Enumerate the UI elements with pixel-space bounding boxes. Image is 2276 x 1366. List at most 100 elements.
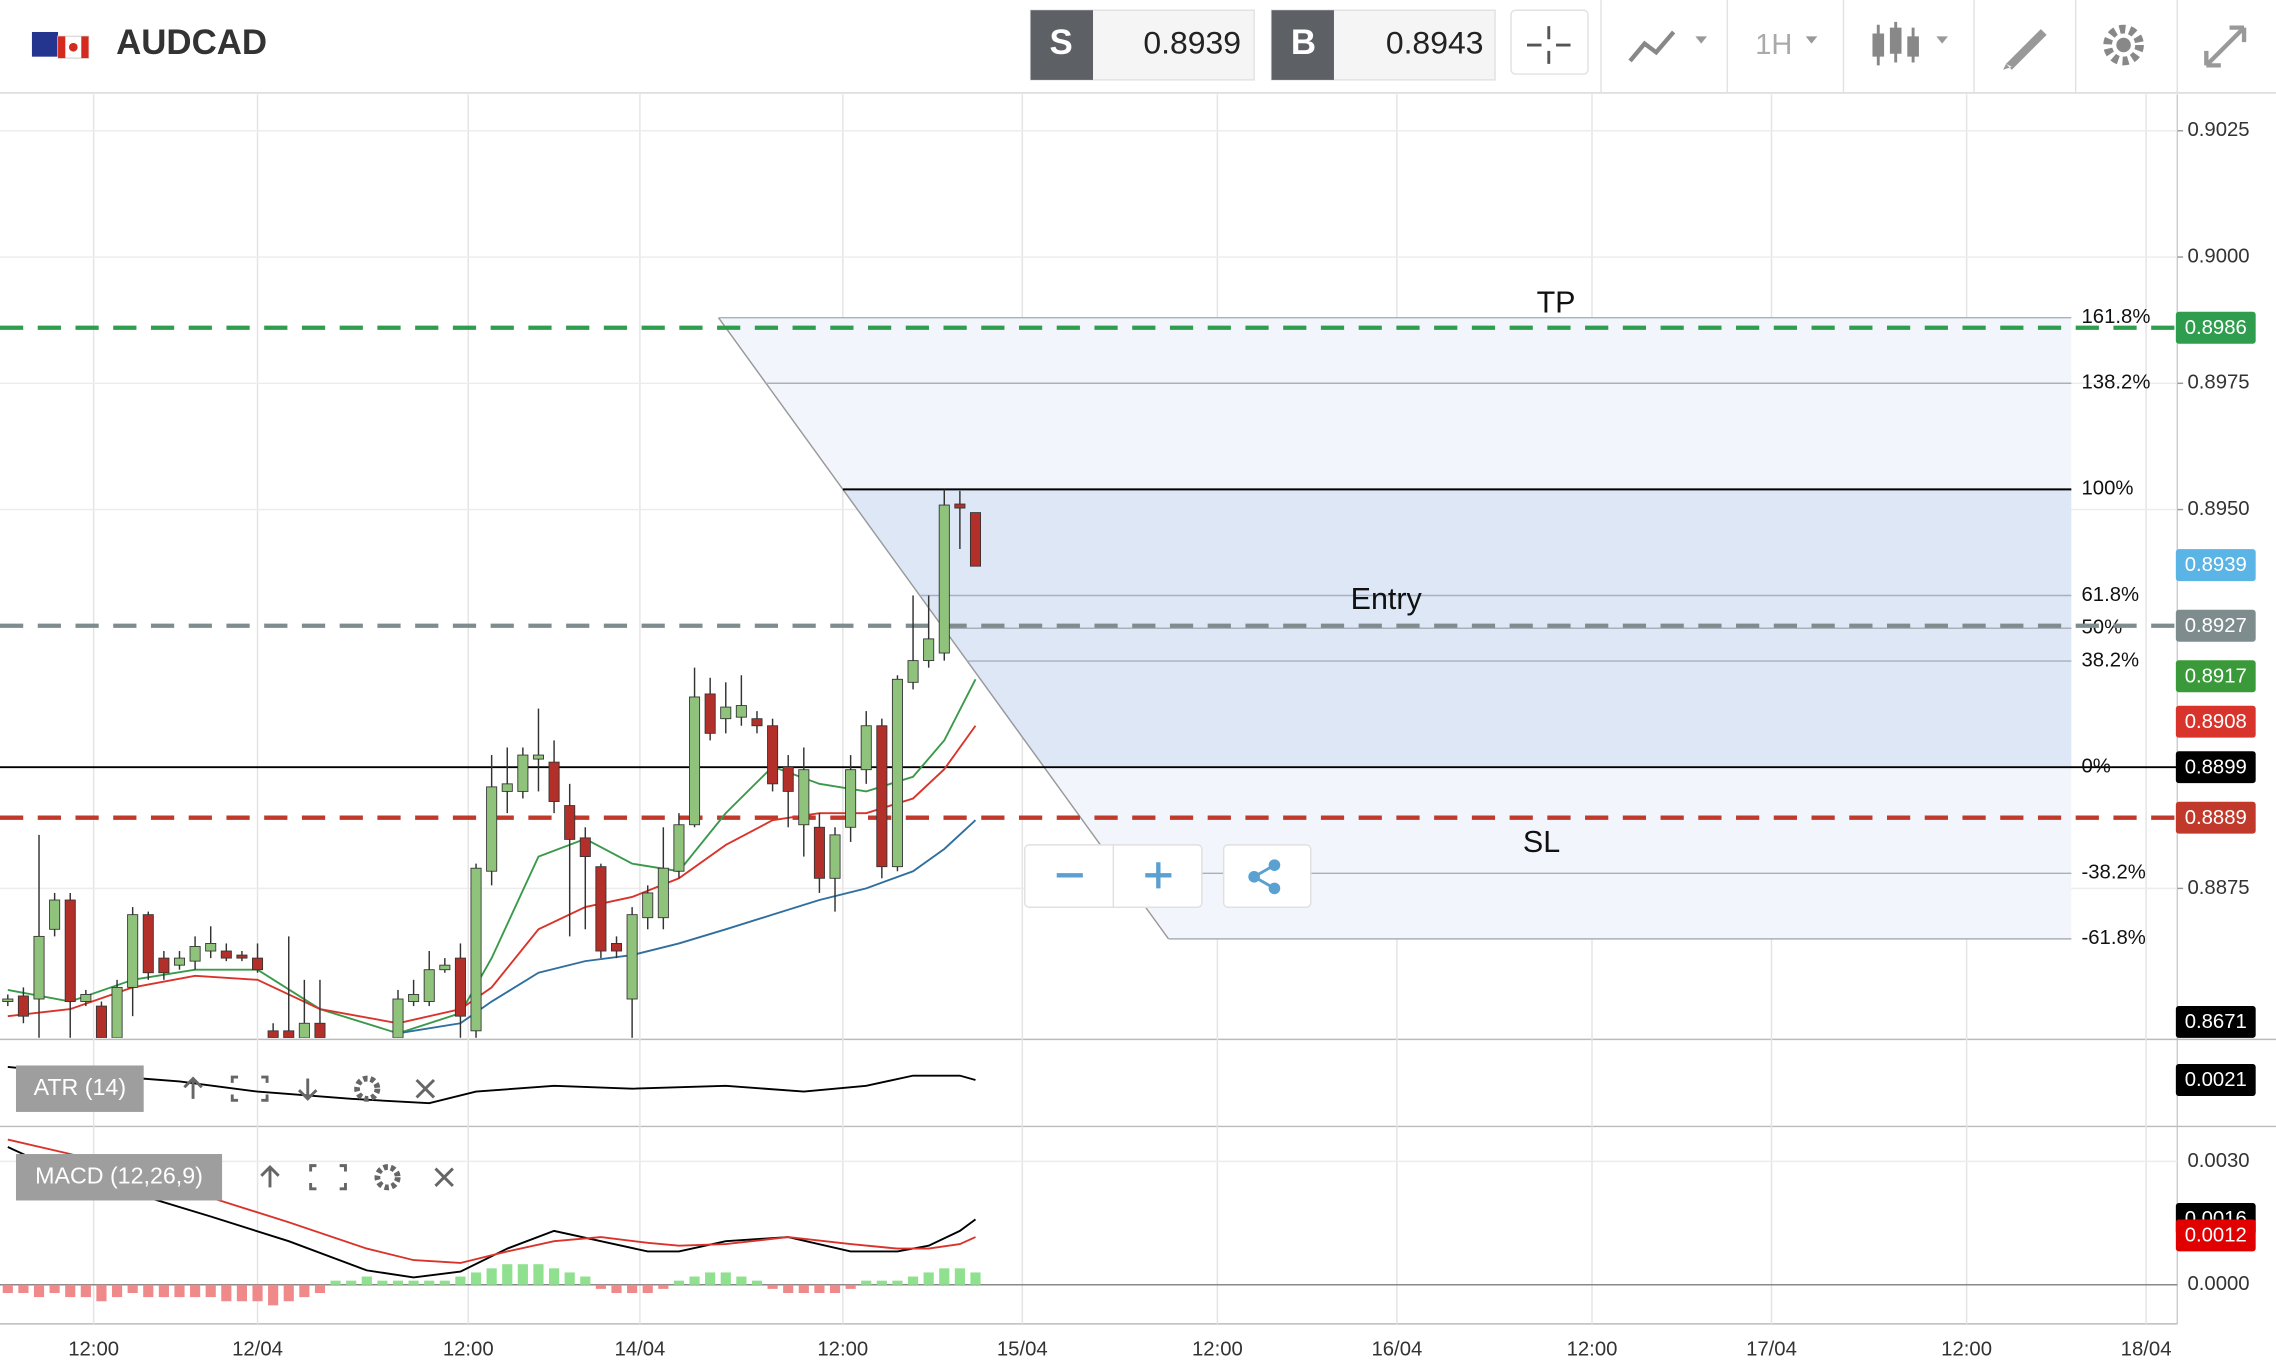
- draw-icon[interactable]: [2003, 29, 2047, 70]
- atr-title: ATR (14): [34, 1074, 126, 1100]
- histogram-bar: [517, 1264, 528, 1285]
- histogram-bar: [174, 1284, 185, 1298]
- expand-icon[interactable]: [2204, 25, 2247, 68]
- sell-badge: [1030, 10, 1094, 80]
- histogram-bar: [627, 1284, 638, 1294]
- histogram-bar: [252, 1284, 263, 1302]
- price-tag: [2175, 801, 2256, 834]
- indicator-line: [397, 819, 977, 1035]
- price-tag-label: 0.8939: [2185, 554, 2247, 576]
- x-tick-label: 12:00: [68, 1338, 119, 1360]
- histogram-bar: [814, 1284, 825, 1294]
- y-tick-label: 0.9025: [2187, 119, 2249, 141]
- flag-au: [31, 31, 59, 57]
- histogram-bar: [502, 1264, 513, 1285]
- candle-body: [548, 761, 560, 802]
- histogram-bar: [236, 1284, 248, 1302]
- x-tick-label: 12:00: [817, 1338, 868, 1360]
- histogram-bar: [798, 1284, 809, 1294]
- candle-body: [220, 950, 232, 959]
- histogram-bar: [580, 1276, 591, 1285]
- timeframe[interactable]: 1H: [1755, 29, 1792, 61]
- histogram-bar: [533, 1264, 544, 1285]
- candle-body: [938, 504, 950, 654]
- candle-body: [454, 957, 466, 1017]
- price-tag-label: 0.8899: [2185, 756, 2247, 778]
- histogram-bar: [939, 1268, 950, 1285]
- chart-type-icon[interactable]: [1628, 30, 1676, 63]
- histogram-bar: [330, 1280, 341, 1285]
- zoom-in[interactable]: [1145, 862, 1172, 889]
- fibonacci: 161.8% 138.2% 100% 61.8% 50% 38.2% 0% -38.2% -61…: [0, 286, 2178, 949]
- histogram-bar: [143, 1284, 154, 1298]
- histogram-bar: [783, 1284, 794, 1294]
- candle-body: [64, 899, 76, 1002]
- buy-price: 0.8943: [1386, 24, 1484, 60]
- candle-body: [111, 986, 123, 1038]
- histogram-bar: [439, 1280, 450, 1285]
- candle-body: [829, 834, 841, 879]
- crosshair-button[interactable]: [1510, 9, 1589, 75]
- candle-body: [470, 867, 482, 1032]
- candle-body: [767, 725, 779, 785]
- share-button[interactable]: [1222, 844, 1312, 908]
- histogram-bar: [720, 1272, 731, 1285]
- x-tick-label: 14/04: [615, 1338, 666, 1360]
- fib-label: 161.8%: [2081, 306, 2150, 328]
- x-tick-label: 15/04: [997, 1338, 1048, 1360]
- histogram-bar: [377, 1280, 388, 1285]
- candle-body: [891, 678, 903, 868]
- price-tags: 0.8986 0.8939 0.8927 0.8917 0.8908 0.8899 0.88…: [2175, 311, 2256, 1252]
- histogram-bar: [80, 1284, 91, 1298]
- histogram-bar: [2, 1284, 13, 1294]
- candle-body: [80, 994, 92, 1002]
- candle-body: [501, 783, 513, 792]
- histogram-bar: [673, 1280, 685, 1285]
- candle-body: [689, 696, 701, 826]
- x-tick-label: 12:00: [1192, 1338, 1243, 1360]
- candle-body: [860, 725, 872, 771]
- zoom-controls: [1024, 844, 1312, 908]
- candle-body: [158, 957, 170, 974]
- macd-controls[interactable]: [260, 1164, 454, 1191]
- settings-icon[interactable]: [2103, 24, 2144, 66]
- candle-body: [564, 805, 576, 840]
- candle-body: [252, 957, 264, 971]
- histogram-bar: [470, 1272, 482, 1285]
- candle-body: [532, 754, 544, 760]
- price-tag-label: 0.0021: [2185, 1069, 2247, 1091]
- macd-settings[interactable]: [374, 1164, 401, 1191]
- price-tag: [2175, 609, 2256, 642]
- fib-label: -61.8%: [2081, 927, 2145, 949]
- histogram-bar: [611, 1284, 622, 1294]
- histogram-bar: [346, 1280, 357, 1285]
- histogram-bar: [705, 1272, 716, 1285]
- price-tag: [2175, 549, 2256, 582]
- histogram-bar: [455, 1276, 466, 1285]
- candle-body: [782, 766, 794, 792]
- candle-body: [33, 935, 45, 1000]
- histogram-bar: [49, 1284, 60, 1294]
- candle-body: [283, 1030, 295, 1038]
- atr-label-box[interactable]: [15, 1065, 144, 1112]
- candle-body: [657, 867, 669, 919]
- candle-body: [751, 718, 763, 727]
- fib-label: 61.8%: [2081, 584, 2139, 606]
- settings-hub: [2116, 37, 2131, 53]
- candle-body: [954, 503, 966, 509]
- candle-body: [95, 1005, 107, 1038]
- candle-body: [610, 943, 623, 952]
- dropdown-caret: [1936, 36, 1948, 44]
- indicator-line: [7, 1138, 976, 1264]
- macd-label-box[interactable]: [15, 1154, 223, 1201]
- candles-icon[interactable]: [1872, 21, 1919, 66]
- sell-price: 0.8939: [1143, 24, 1241, 60]
- price-tag-label: 0.8927: [2185, 615, 2247, 637]
- x-tick-label: 17/04: [1746, 1338, 1797, 1360]
- histogram-bar: [751, 1280, 763, 1285]
- atr-controls[interactable]: [183, 1075, 436, 1102]
- candle-body: [49, 899, 61, 930]
- price-tag-label: 0.8986: [2185, 317, 2247, 339]
- candle-body: [314, 1022, 326, 1038]
- histogram-bar: [892, 1280, 903, 1285]
